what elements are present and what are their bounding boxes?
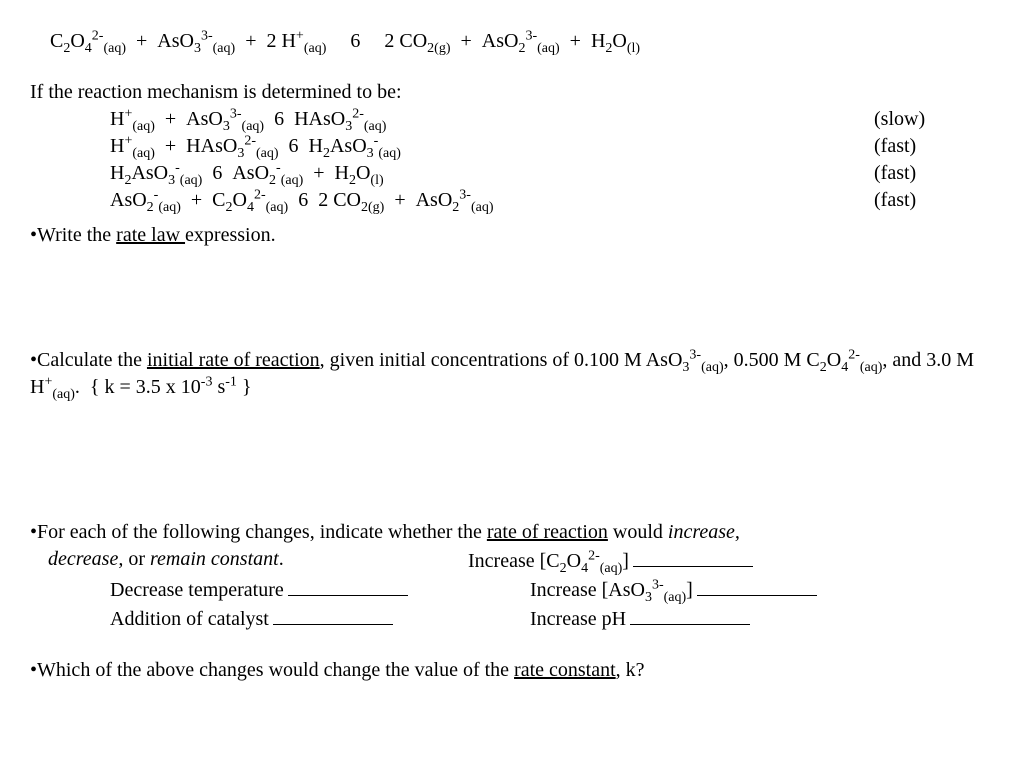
change-left-0: Decrease temperature — [110, 579, 284, 601]
step-label: (fast) — [874, 187, 994, 214]
change-right-2: Increase pH — [530, 608, 626, 630]
task3-row: decrease, or remain constant. Increase [… — [30, 546, 994, 575]
change-right-1: Increase [AsO33-(aq)] — [530, 579, 693, 601]
eq-left: C2O42-(aq) + AsO33-(aq) + 2 H+(aq) — [50, 30, 326, 52]
task-rate-constant: •Which of the above changes would change… — [30, 657, 994, 684]
task4-suffix: , k? — [616, 659, 645, 681]
arrow-symbol: 6 — [350, 30, 360, 52]
blank-input[interactable] — [633, 546, 753, 567]
task-changes: •For each of the following changes, indi… — [30, 519, 994, 633]
mechanism-equation: H+(aq) + HAsO32-(aq) 6 H2AsO3-(aq) — [30, 133, 874, 160]
mechanism-step: H+(aq) + AsO33-(aq) 6 HAsO32-(aq) (slow) — [30, 106, 994, 133]
mechanism-step: H+(aq) + HAsO32-(aq) 6 H2AsO3-(aq) (fast… — [30, 133, 994, 160]
task2-underlined: initial rate of reaction — [147, 349, 320, 371]
mechanism-equation: H+(aq) + AsO33-(aq) 6 HAsO32-(aq) — [30, 106, 874, 133]
mechanism-step: AsO2-(aq) + C2O42-(aq) 6 2 CO2(g) + AsO2… — [30, 187, 994, 214]
task-initial-rate: •Calculate the initial rate of reaction,… — [30, 347, 994, 401]
mechanism-equation: H2AsO3-(aq) 6 AsO2-(aq) + H2O(l) — [30, 160, 874, 187]
task3-line1: •For each of the following changes, indi… — [30, 519, 994, 546]
step-label: (fast) — [874, 133, 994, 160]
mechanism-step: H2AsO3-(aq) 6 AsO2-(aq) + H2O(l) (fast) — [30, 160, 994, 187]
task4-prefix: •Which of the above changes would change… — [30, 659, 514, 681]
task3-row: Addition of catalyst Increase pH — [30, 604, 994, 633]
change-right-0: Increase [C2O42-(aq)] — [468, 550, 629, 572]
mechanism-intro: If the reaction mechanism is determined … — [30, 79, 994, 106]
task1-prefix: •Write the — [30, 224, 116, 246]
task3-row: Decrease temperature Increase [AsO33-(aq… — [30, 575, 994, 604]
task-rate-law: •Write the rate law expression. — [30, 222, 994, 249]
overall-equation: C2O42-(aq) + AsO33-(aq) + 2 H+(aq) 6 2 C… — [30, 28, 994, 55]
blank-input[interactable] — [697, 575, 817, 596]
change-left-1: Addition of catalyst — [110, 608, 269, 630]
task1-suffix: expression. — [185, 224, 276, 246]
mechanism-equation: AsO2-(aq) + C2O42-(aq) 6 2 CO2(g) + AsO2… — [30, 187, 874, 214]
task4-underlined: rate constant — [514, 659, 616, 681]
blank-input[interactable] — [273, 604, 393, 625]
blank-input[interactable] — [288, 575, 408, 596]
eq-right: 2 CO2(g) + AsO23-(aq) + H2O(l) — [384, 30, 640, 52]
task2-prefix: •Calculate the — [30, 349, 147, 371]
step-label: (fast) — [874, 160, 994, 187]
blank-input[interactable] — [630, 604, 750, 625]
task1-underlined: rate law — [116, 224, 185, 246]
step-label: (slow) — [874, 106, 994, 133]
